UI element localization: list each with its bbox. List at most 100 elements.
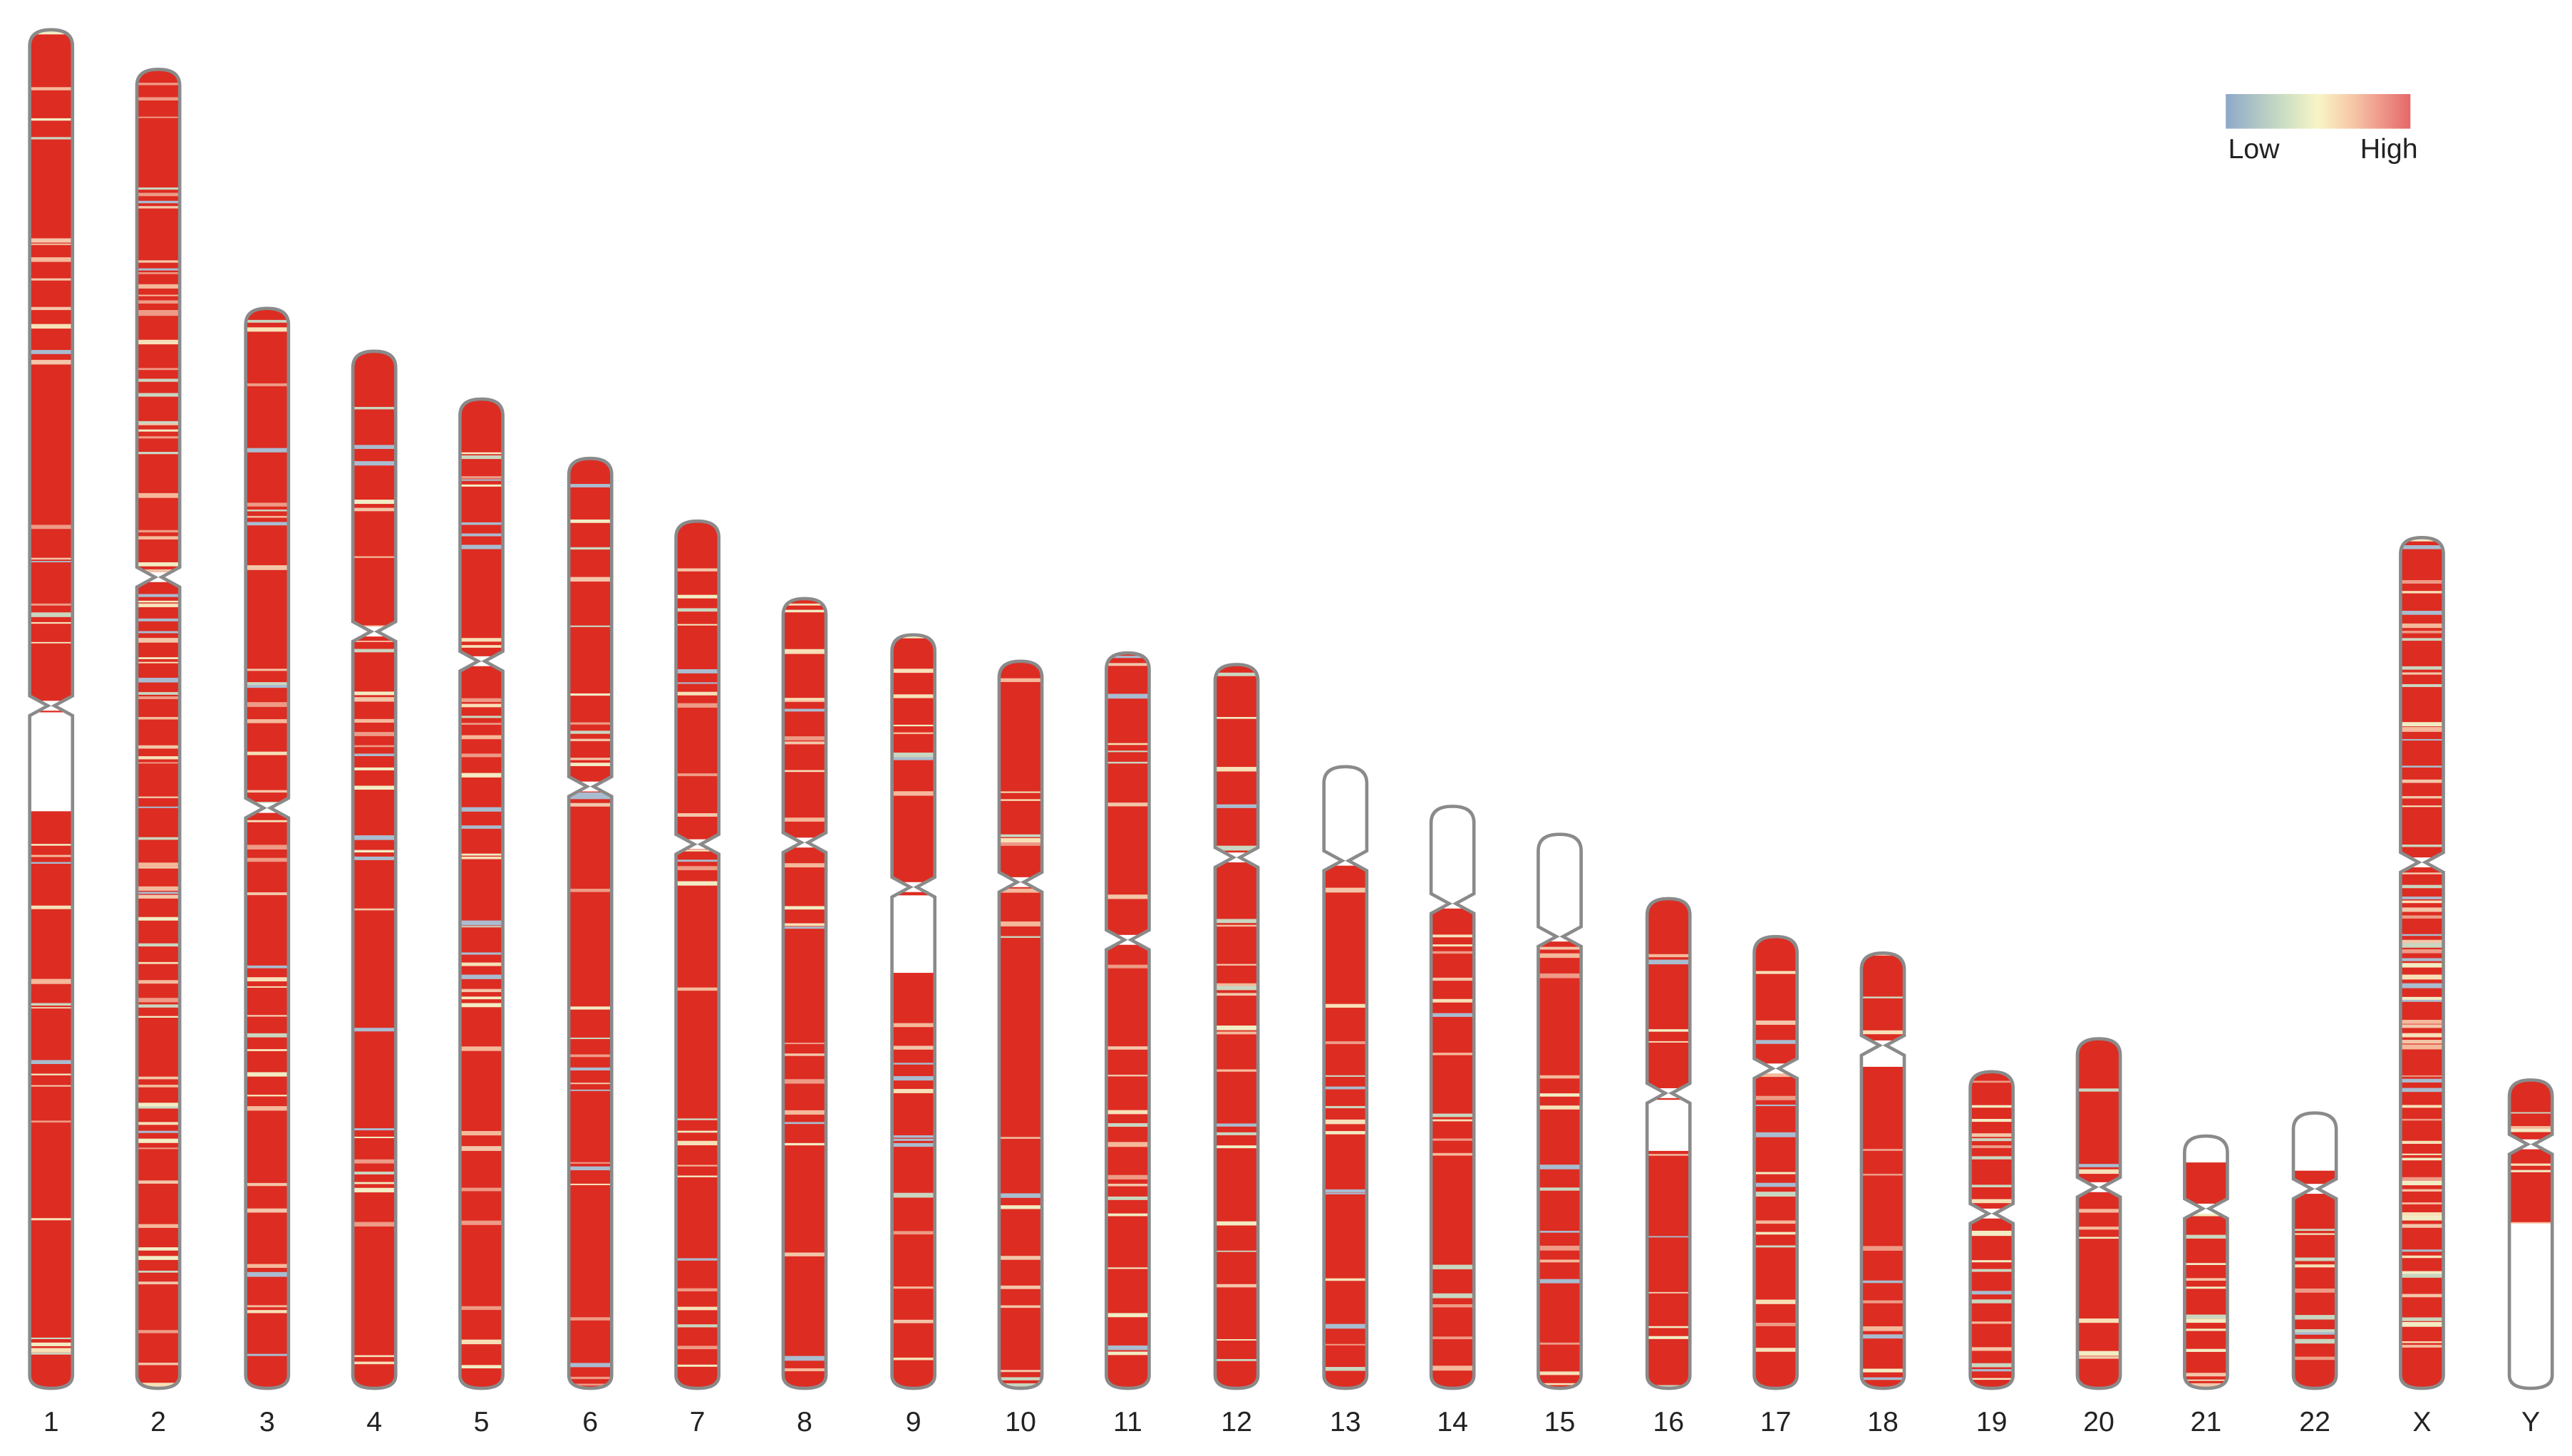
chromosome-label: Y (2521, 1406, 2540, 1437)
band (137, 696, 180, 700)
band (29, 359, 73, 365)
band (137, 618, 180, 621)
band (137, 638, 180, 643)
band (998, 1285, 1043, 1289)
band (353, 1028, 396, 1032)
band (1215, 672, 1259, 676)
band (1215, 804, 1259, 808)
band (137, 806, 180, 808)
chromosome-body (998, 661, 1043, 1389)
band (1647, 954, 1690, 958)
band (1215, 924, 1259, 927)
band (29, 1085, 73, 1087)
band (2400, 722, 2444, 727)
band (1861, 1246, 1905, 1251)
band (1431, 1138, 1474, 1141)
band (245, 383, 289, 386)
band (29, 243, 73, 245)
band (1538, 1105, 1581, 1110)
chromosome-outline (135, 67, 182, 1390)
band (1323, 1041, 1367, 1045)
band (783, 698, 827, 702)
band (245, 857, 289, 862)
band (460, 962, 503, 966)
heterochromatin (2293, 1112, 2337, 1171)
chromosome (783, 598, 827, 1389)
band (2400, 1088, 2444, 1093)
band (29, 306, 73, 311)
band (245, 668, 289, 671)
band (1538, 1259, 1581, 1263)
band (676, 1258, 719, 1261)
band (137, 594, 180, 597)
band (29, 1342, 73, 1346)
band (2400, 884, 2444, 889)
band (1970, 1299, 2013, 1303)
band (2400, 1344, 2444, 1348)
band (353, 507, 396, 512)
band (2400, 739, 2444, 741)
band (892, 732, 935, 735)
band (1106, 1183, 1150, 1187)
chromosome (2077, 1038, 2121, 1389)
band (245, 1095, 289, 1097)
band (1970, 1156, 2013, 1160)
legend-colorbar (2226, 93, 2411, 129)
band (1215, 964, 1259, 966)
band (137, 420, 180, 425)
band (1215, 767, 1259, 772)
band (1754, 1040, 1797, 1044)
band (1754, 1323, 1797, 1326)
band (998, 1193, 1043, 1198)
band (460, 773, 503, 778)
band (1215, 1069, 1259, 1072)
band (29, 557, 73, 560)
band (998, 921, 1043, 926)
band (137, 894, 180, 899)
band (676, 1324, 719, 1328)
band (1754, 1132, 1797, 1137)
band (569, 763, 612, 766)
band (29, 350, 73, 354)
band (1861, 1149, 1905, 1151)
band (460, 716, 503, 718)
chromosome (245, 308, 289, 1389)
band (353, 745, 396, 748)
band (1538, 973, 1581, 979)
band (1106, 802, 1150, 807)
band (1538, 1093, 1581, 1097)
chromosome-body (2400, 537, 2444, 1389)
band (783, 741, 827, 745)
band (1215, 1025, 1259, 1031)
band (137, 436, 180, 439)
chromosome-label: 7 (690, 1406, 706, 1437)
band (137, 1085, 180, 1088)
chromosome-outline (1859, 951, 1906, 1390)
band (137, 1383, 180, 1388)
band (1106, 743, 1150, 745)
chromosome-label: 14 (1437, 1406, 1468, 1437)
band (1754, 971, 1797, 974)
band (353, 461, 396, 466)
band (892, 1138, 935, 1141)
band (353, 1128, 396, 1131)
chromosome-outline (2291, 1111, 2338, 1390)
band (1323, 1075, 1367, 1077)
band (783, 1356, 827, 1361)
chromosome-label: 21 (2191, 1406, 2222, 1437)
band (2400, 943, 2444, 948)
band (137, 429, 180, 432)
band (892, 694, 935, 698)
chromosome-label: 4 (366, 1406, 382, 1437)
band (783, 603, 827, 606)
band (1106, 1074, 1150, 1077)
band (245, 1208, 289, 1213)
band (569, 730, 612, 734)
chromosome (892, 634, 935, 1389)
band (353, 1171, 396, 1174)
band (1106, 693, 1150, 699)
band (353, 785, 396, 790)
band (1970, 1138, 2013, 1142)
band (676, 850, 719, 852)
band (2184, 1348, 2228, 1352)
